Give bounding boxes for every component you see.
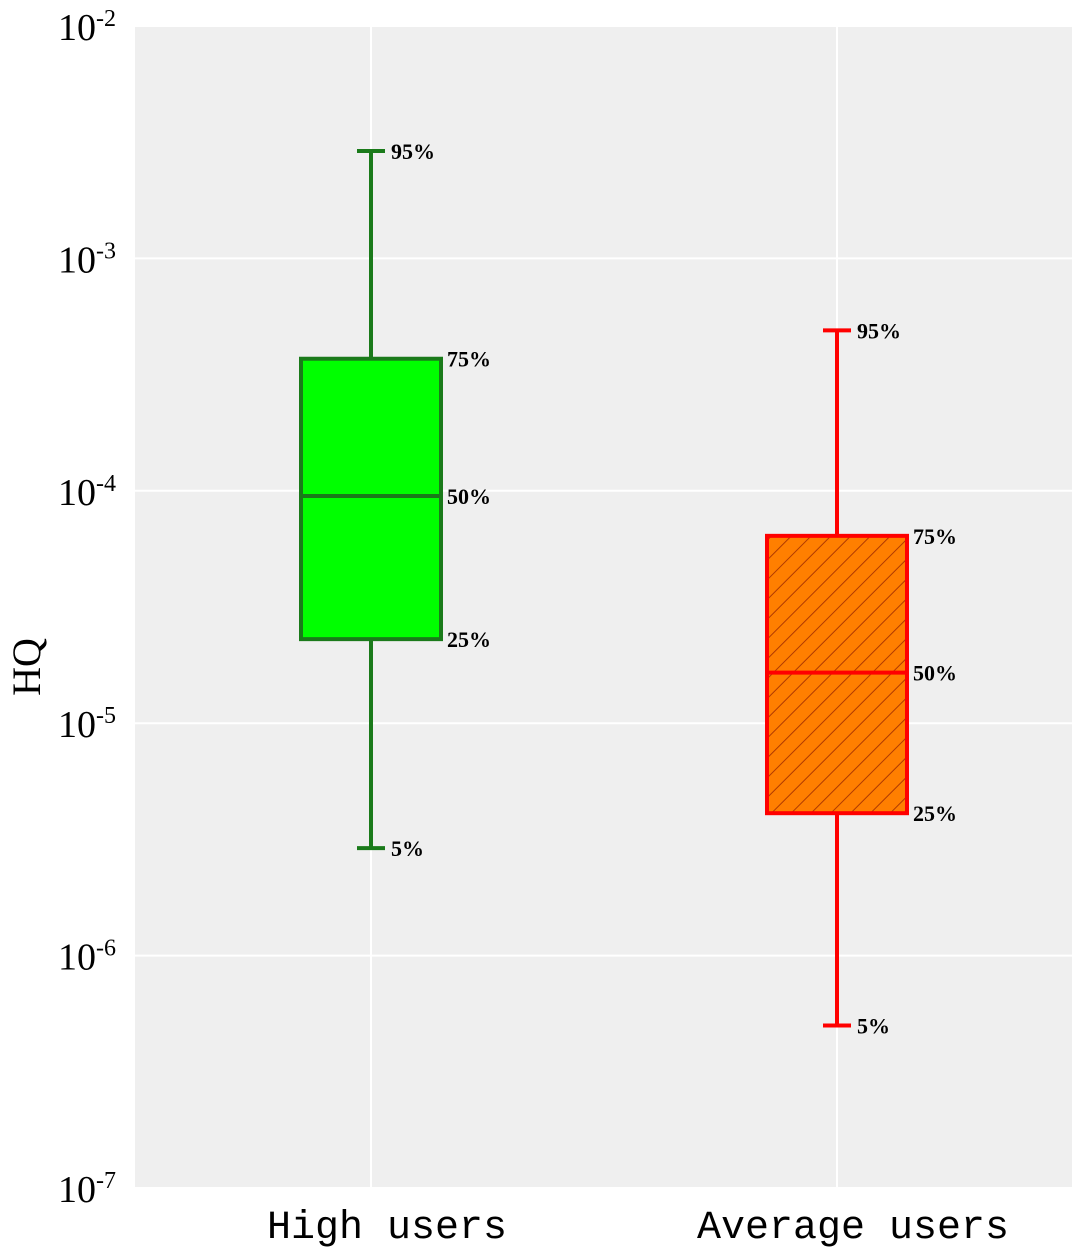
box-outline xyxy=(299,356,443,642)
y-tick-base: 10 xyxy=(58,1169,96,1211)
y-tick-exponent: -2 xyxy=(96,6,116,32)
y-tick-label: 10-5 xyxy=(58,703,116,746)
box-average-users: 95% 5% 75% 50% 25% xyxy=(765,318,957,1039)
x-axis-labels: High users Average users xyxy=(267,1206,1009,1248)
percentile-label-p25: 25% xyxy=(447,627,491,652)
y-tick-base: 10 xyxy=(58,472,96,514)
y-tick-exponent: -4 xyxy=(96,471,116,497)
y-tick-exponent: -7 xyxy=(96,1168,116,1194)
y-tick-exponent: -3 xyxy=(96,238,116,264)
percentile-label-p25: 25% xyxy=(913,801,957,826)
box-high-users: 95% 5% 75% 50% 25% xyxy=(299,139,491,861)
y-tick-base: 10 xyxy=(58,704,96,746)
boxes: 95% 5% 75% 50% 25% 95% 5% 75% 50% 25% xyxy=(299,139,957,1039)
percentile-label-p5: 5% xyxy=(857,1014,890,1039)
box-fill xyxy=(301,358,441,640)
percentile-label-p50: 50% xyxy=(913,661,957,686)
y-axis-ticks: 10-710-610-510-410-310-2 xyxy=(58,6,116,1211)
y-axis-label: HQ xyxy=(4,638,49,696)
y-tick-label: 10-2 xyxy=(58,6,116,49)
y-tick-base: 10 xyxy=(58,7,96,49)
y-tick-base: 10 xyxy=(58,239,96,281)
percentile-label-p95: 95% xyxy=(391,139,435,164)
y-tick-base: 10 xyxy=(58,937,96,979)
y-tick-exponent: -5 xyxy=(96,703,116,729)
percentile-label-p5: 5% xyxy=(391,836,424,861)
percentile-label-p50: 50% xyxy=(447,484,491,509)
y-tick-label: 10-4 xyxy=(58,471,116,514)
y-tick-label: 10-6 xyxy=(58,936,116,979)
percentile-label-p75: 75% xyxy=(913,524,957,549)
percentile-label-p75: 75% xyxy=(447,347,491,372)
x-category-label: Average users xyxy=(697,1206,1009,1248)
y-tick-exponent: -6 xyxy=(96,936,116,962)
x-category-label: High users xyxy=(267,1206,507,1248)
percentile-label-p95: 95% xyxy=(857,318,901,343)
y-tick-label: 10-3 xyxy=(58,238,116,281)
plot-background xyxy=(135,26,1072,1188)
y-tick-label: 10-7 xyxy=(58,1168,116,1211)
